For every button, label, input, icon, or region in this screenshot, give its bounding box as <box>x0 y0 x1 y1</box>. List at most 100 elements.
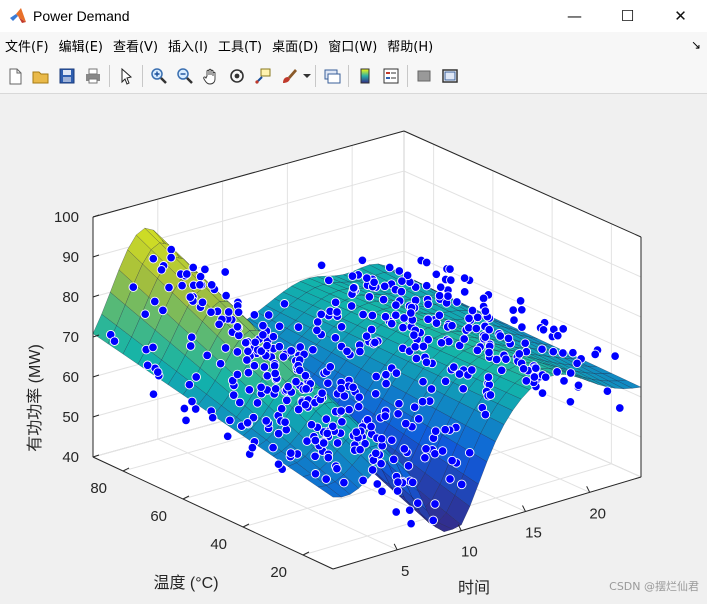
scatter-point <box>503 333 514 344</box>
select-arrow-icon[interactable] <box>113 63 139 89</box>
scatter-point <box>360 438 370 449</box>
pan-hand-icon[interactable] <box>198 63 224 89</box>
scatter-point <box>330 297 341 308</box>
scatter-points <box>105 244 625 529</box>
brush-icon[interactable] <box>276 63 302 89</box>
dock-figure-icon[interactable]: ↘ <box>690 38 701 52</box>
scatter-point <box>568 347 578 358</box>
scatter-point <box>435 282 446 292</box>
y-tick-mark <box>182 495 190 500</box>
scatter-point <box>354 401 364 412</box>
scatter-point <box>247 442 258 453</box>
scatter-point <box>409 402 420 412</box>
scatter-point <box>150 296 160 307</box>
show-plot-tools-icon[interactable] <box>437 63 463 89</box>
menu-view[interactable]: 查看(V) <box>112 39 159 55</box>
zoom-in-icon[interactable] <box>146 63 172 89</box>
toolbar-separator <box>315 64 316 87</box>
data-cursor-icon[interactable] <box>250 63 276 89</box>
scatter-point <box>370 389 381 399</box>
scatter-point <box>177 280 187 291</box>
menu-help[interactable]: 帮助(H) <box>387 39 434 55</box>
menu-file[interactable]: 文件(F) <box>5 39 49 55</box>
menu-desktop[interactable]: 桌面(D) <box>272 39 319 55</box>
scatter-point <box>300 400 311 410</box>
scatter-point <box>148 389 159 399</box>
scatter-point <box>615 403 625 413</box>
scatter-point <box>401 418 411 429</box>
print-icon[interactable] <box>80 63 106 89</box>
window-title: Power Demand <box>33 8 130 24</box>
scatter-point <box>187 396 197 407</box>
scatter-point <box>274 321 285 332</box>
scatter-point <box>456 479 467 490</box>
scatter-point <box>478 293 489 304</box>
scatter-point <box>153 367 163 377</box>
scatter-point <box>259 362 270 372</box>
scatter-point <box>300 370 311 381</box>
z-tick-label: 70 <box>62 329 79 346</box>
scatter-point <box>190 404 201 414</box>
scatter-point <box>191 372 201 382</box>
scatter-point <box>445 474 455 484</box>
scatter-point <box>366 324 377 335</box>
scatter-point <box>398 322 408 333</box>
scatter-point <box>310 435 321 446</box>
scatter-point <box>215 358 226 369</box>
z-tick-mark <box>92 254 100 258</box>
scatter-point <box>158 305 168 316</box>
close-button[interactable]: ✕ <box>674 7 687 25</box>
link-plot-icon[interactable] <box>319 63 345 89</box>
new-figure-icon[interactable] <box>2 63 28 89</box>
scatter-point <box>371 371 381 382</box>
brush-dropdown-icon[interactable] <box>302 63 312 89</box>
scatter-point <box>179 403 190 414</box>
menu-insert[interactable]: 插入(I) <box>168 39 209 55</box>
save-icon[interactable] <box>54 63 80 89</box>
scatter-point <box>250 337 260 348</box>
scatter-point <box>418 376 428 387</box>
axes-edge <box>92 130 405 218</box>
figure-canvas[interactable]: 40 50 60 70 80 90 100 5 10 15 20 20 40 60 80 有功功率 (MW)… <box>0 95 707 600</box>
scatter-point <box>509 315 519 325</box>
scatter-point <box>181 415 191 426</box>
menu-window[interactable]: 窗口(W) <box>328 39 378 55</box>
colorbar-icon[interactable] <box>352 63 378 89</box>
legend-icon[interactable] <box>378 63 404 89</box>
scatter-point <box>529 372 540 382</box>
scatter-point <box>411 353 422 364</box>
z-tick-mark <box>92 334 100 338</box>
scatter-point <box>362 273 372 283</box>
scatter-point <box>355 444 365 455</box>
x-tick-mark <box>586 486 591 493</box>
scatter-point <box>274 341 285 352</box>
minimize-button[interactable]: — <box>567 7 582 25</box>
zoom-out-icon[interactable] <box>172 63 198 89</box>
scatter-point <box>355 346 365 357</box>
scatter-point <box>381 378 391 389</box>
scatter-point <box>367 465 378 475</box>
scatter-point <box>214 319 224 330</box>
open-file-icon[interactable] <box>28 63 54 89</box>
scatter-point <box>223 307 234 317</box>
scatter-point <box>537 344 547 354</box>
menu-edit[interactable]: 编辑(E) <box>58 39 103 55</box>
scatter-point <box>406 308 416 318</box>
scatter-point <box>293 404 304 415</box>
surface-scatter-plot[interactable]: 40 50 60 70 80 90 100 5 10 15 20 20 40 60 80 有功功率 (MW)… <box>0 95 707 600</box>
scatter-point <box>280 417 290 427</box>
scatter-point <box>316 260 327 271</box>
scatter-point <box>517 305 527 315</box>
scatter-point <box>357 255 368 266</box>
scatter-point <box>436 338 447 348</box>
scatter-point <box>337 417 347 427</box>
hide-plot-tools-icon[interactable] <box>411 63 437 89</box>
watermark-text: CSDN @摆烂仙君 <box>609 580 699 593</box>
scatter-point <box>369 277 379 288</box>
scatter-point <box>540 372 551 382</box>
maximize-button[interactable]: ☐ <box>620 7 635 25</box>
scatter-point <box>294 365 305 376</box>
menu-tools[interactable]: 工具(T) <box>218 39 263 55</box>
rotate-3d-icon[interactable] <box>224 63 250 89</box>
z-gridline <box>92 170 642 278</box>
